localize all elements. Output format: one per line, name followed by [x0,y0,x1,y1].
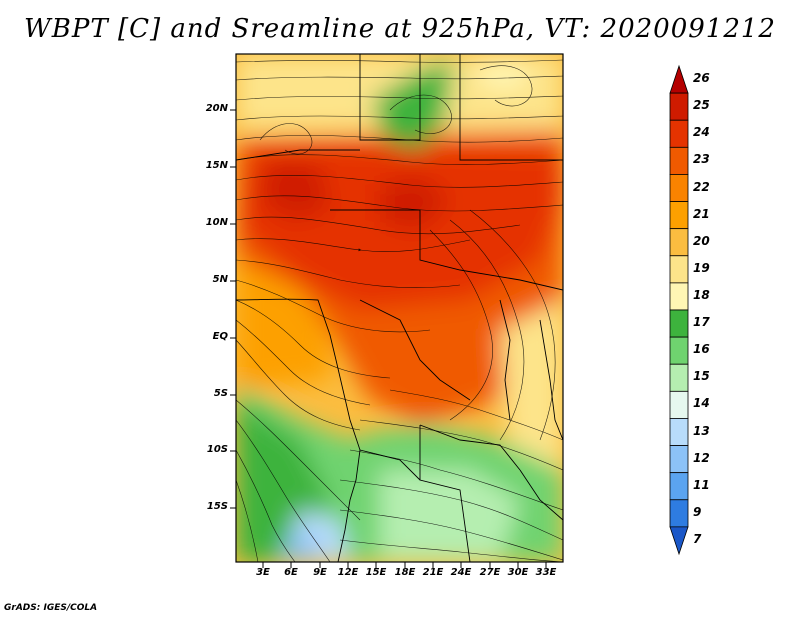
lon-label: 30E [507,567,529,578]
colorbar-label: 24 [693,125,710,140]
lat-label: 15S [206,501,228,512]
colorbar-segment [669,119,689,148]
lat-label: EQ [212,331,228,342]
colorbar-label: 23 [693,152,710,167]
lon-ticks [262,562,547,568]
colorbar-label: 26 [693,71,710,86]
lat-label: 10S [206,444,228,455]
colorbar-segment [669,526,689,556]
country-borders [236,54,563,562]
colorbar-segment [669,309,689,338]
colorbar-label: 13 [693,423,710,438]
colorbar-segment [669,174,689,202]
lat-label: 20N [205,103,228,114]
lon-label: 12E [337,567,359,578]
lat-ticks [230,109,236,509]
colorbar-label: 21 [693,206,710,221]
wbpt-field [236,54,563,562]
colorbar-segment [669,282,689,311]
colorbar-label: 19 [693,260,710,275]
map-title: WBPT [C] and Sreamline at 925hPa, VT: 20… [24,14,776,44]
lon-label: 24E [450,567,472,578]
colorbar [669,64,689,556]
lon-label: 33E [535,567,557,578]
colorbar-label: 15 [693,369,710,384]
colorbar-segment [669,336,689,365]
colorbar-segment [669,255,689,284]
colorbar-segment [669,363,689,392]
colorbar-segment [669,228,689,257]
lon-label: 6E [284,567,298,578]
colorbar-segment [669,472,689,501]
lat-label: 10N [205,217,228,228]
colorbar-label: 18 [693,288,710,302]
colorbar-label: 20 [693,233,710,248]
lon-label: 9E [313,567,327,578]
lon-label: 21E [422,567,444,578]
lat-label: 5S [213,388,228,399]
plot-frame [235,53,564,563]
grads-credit: GrADS: IGES/COLA [4,603,98,613]
colorbar-label: 9 [693,504,702,519]
colorbar-segment [669,499,689,528]
colorbar-label: 11 [693,477,710,492]
colorbar-segment [669,201,689,230]
lon-label: 3E [256,567,270,578]
colorbar-label: 12 [693,450,710,465]
colorbar-label: 14 [693,396,710,411]
lon-label: 15E [365,567,387,578]
colorbar-label: 7 [693,532,702,546]
colorbar-label: 22 [693,179,710,194]
colorbar-segment [669,418,689,446]
lat-label: 15N [205,160,228,171]
colorbar-segment [669,64,689,94]
lat-label: 5N [212,274,228,285]
colorbar-label: 17 [693,315,710,330]
colorbar-segment [669,445,689,474]
colorbar-label: 25 [693,98,710,113]
colorbar-segment [669,146,689,175]
colorbar-label: 16 [693,342,710,357]
lon-label: 18E [394,567,416,578]
lon-label: 27E [479,567,501,578]
colorbar-segment [669,92,689,121]
colorbar-segment [669,390,689,419]
